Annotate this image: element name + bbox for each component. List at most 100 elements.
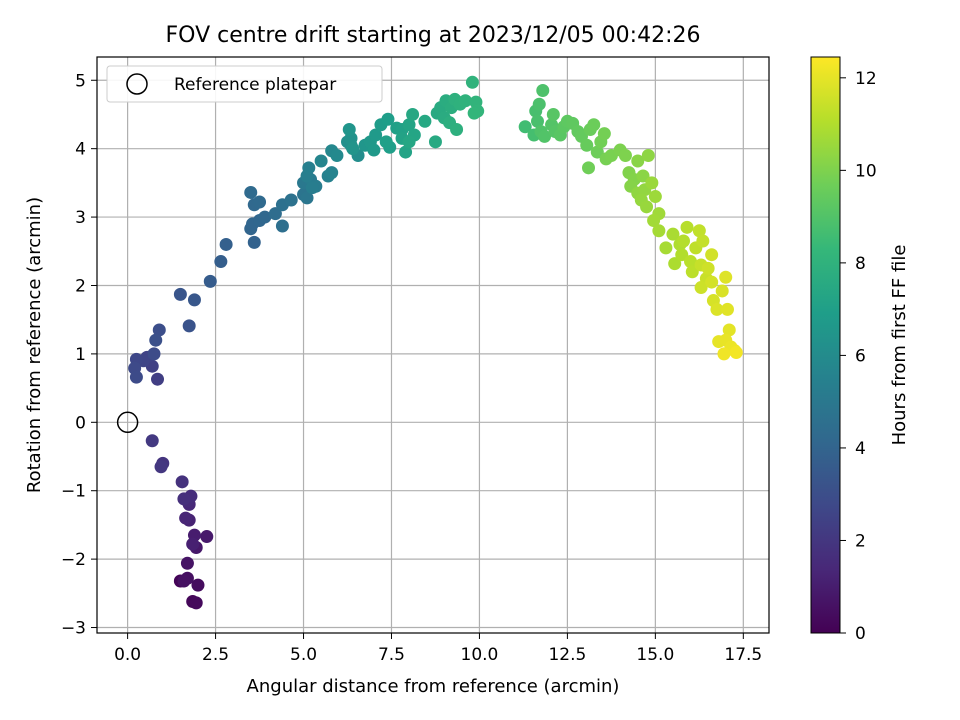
- scatter-point: [641, 149, 655, 163]
- scatter-point: [314, 154, 328, 168]
- scatter-point: [666, 227, 680, 241]
- x-tick-label: 5.0: [290, 645, 317, 665]
- colorbar-tick-label: 12: [855, 69, 877, 89]
- colorbar-tick-label: 4: [855, 439, 866, 459]
- scatter-point: [640, 200, 654, 214]
- colorbar-tick-label: 6: [855, 346, 866, 366]
- scatter-point: [647, 213, 661, 227]
- scatter-point: [258, 210, 272, 224]
- scatter-point: [694, 281, 708, 295]
- scatter-point: [719, 270, 733, 284]
- scatter-point: [668, 257, 682, 271]
- scatter-point: [518, 120, 532, 134]
- y-axis-ticks: −3 −2 −1 0 1 2 3 4 5: [61, 71, 97, 639]
- scatter-point: [467, 106, 481, 120]
- scatter-point: [214, 255, 228, 269]
- scatter-point: [715, 284, 729, 298]
- y-tick-label: −2: [61, 550, 86, 570]
- scatter-point: [720, 302, 734, 316]
- scatter-point: [219, 237, 233, 251]
- scatter-point: [203, 274, 217, 288]
- scatter-point: [305, 181, 319, 195]
- y-tick-label: 5: [75, 71, 86, 91]
- grid-lines: [97, 57, 769, 633]
- legend-marker-icon: [126, 73, 148, 95]
- scatter-point: [381, 112, 395, 126]
- scatter-point: [677, 234, 691, 248]
- y-tick-label: −3: [61, 619, 86, 639]
- scatter-point: [284, 193, 298, 207]
- scatter-point: [177, 492, 191, 506]
- scatter-point: [652, 224, 666, 238]
- scatter-point: [145, 434, 159, 448]
- reference-platepar-marker: [116, 411, 139, 434]
- x-tick-label: 0.0: [114, 645, 141, 665]
- colorbar-label: Hours from first FF file: [889, 245, 910, 446]
- colorbar-tick-label: 2: [855, 531, 866, 551]
- y-tick-label: 2: [75, 276, 86, 296]
- scatter-point: [536, 84, 550, 98]
- scatter-point: [582, 161, 596, 175]
- scatter-point: [177, 574, 191, 588]
- scatter-point: [701, 261, 715, 275]
- scatter-point: [680, 220, 694, 234]
- scatter-point: [325, 166, 339, 180]
- scatter-point: [151, 372, 165, 386]
- scatter-point: [154, 460, 168, 474]
- scatter-point: [631, 154, 645, 168]
- scatter-point: [636, 169, 650, 183]
- scatter-point: [244, 185, 258, 199]
- colorbar: [810, 56, 841, 634]
- y-tick-label: 3: [75, 208, 86, 228]
- plot-frame: [96, 56, 770, 634]
- x-axis-ticks: 0.0 2.5 5.0 7.5 10.0 12.5 15.0 17.5: [114, 633, 762, 665]
- y-tick-label: −1: [61, 482, 86, 502]
- scatter-point: [717, 347, 731, 361]
- x-tick-label: 15.0: [636, 645, 674, 665]
- scatter-point: [458, 94, 472, 108]
- scatter-point: [587, 118, 601, 132]
- scatter-point: [597, 127, 611, 141]
- legend: Reference platepar: [106, 65, 383, 103]
- scatter-point: [186, 537, 200, 551]
- scatter-point: [406, 107, 420, 121]
- scatter-point: [590, 145, 604, 159]
- scatter-point: [147, 347, 161, 361]
- scatter-point: [580, 138, 594, 152]
- scatter-point: [465, 75, 479, 89]
- scatter-point: [379, 135, 393, 149]
- scatter-point: [247, 235, 261, 249]
- scatter-point: [692, 224, 706, 238]
- scatter-point: [182, 319, 196, 333]
- x-tick-label: 7.5: [378, 645, 405, 665]
- scatter-point: [705, 275, 719, 289]
- scatter-point: [530, 114, 544, 128]
- scatter-point: [253, 195, 267, 209]
- scatter-point: [710, 302, 724, 316]
- scatter-point: [342, 123, 356, 137]
- legend-box: [106, 65, 383, 103]
- y-tick-label: 1: [75, 345, 86, 365]
- y-tick-label: 4: [75, 140, 86, 160]
- scatter-point: [532, 97, 546, 111]
- scatter-point: [152, 323, 166, 337]
- scatter-point: [546, 107, 560, 121]
- scatter-point: [402, 118, 416, 132]
- scatter-point: [189, 596, 203, 610]
- scatter-point: [618, 149, 632, 163]
- scatter-point: [538, 129, 552, 143]
- scatter-point: [729, 346, 743, 360]
- scatter-point: [179, 511, 193, 525]
- legend-label: Reference platepar: [174, 75, 336, 95]
- scatter-point: [675, 248, 689, 262]
- chart-title: FOV centre drift starting at 2023/12/05 …: [166, 23, 701, 48]
- scatter-point: [722, 323, 736, 337]
- x-tick-label: 12.5: [548, 645, 586, 665]
- scatter-point: [200, 530, 214, 544]
- scatter-point: [175, 475, 189, 489]
- scatter-point: [418, 114, 432, 128]
- colorbar-tick-label: 10: [855, 161, 877, 181]
- scatter-point: [191, 578, 205, 592]
- y-tick-label: 0: [75, 413, 86, 433]
